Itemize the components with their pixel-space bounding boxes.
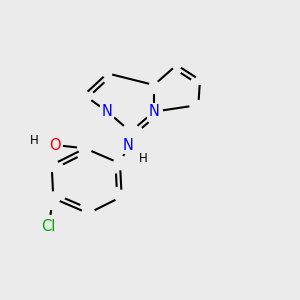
Text: N: N (102, 104, 113, 119)
Text: N: N (123, 137, 134, 152)
Text: O: O (49, 137, 61, 152)
Text: N: N (148, 104, 159, 119)
Text: H: H (30, 134, 38, 146)
Text: Cl: Cl (41, 219, 56, 234)
Text: H: H (139, 152, 148, 165)
